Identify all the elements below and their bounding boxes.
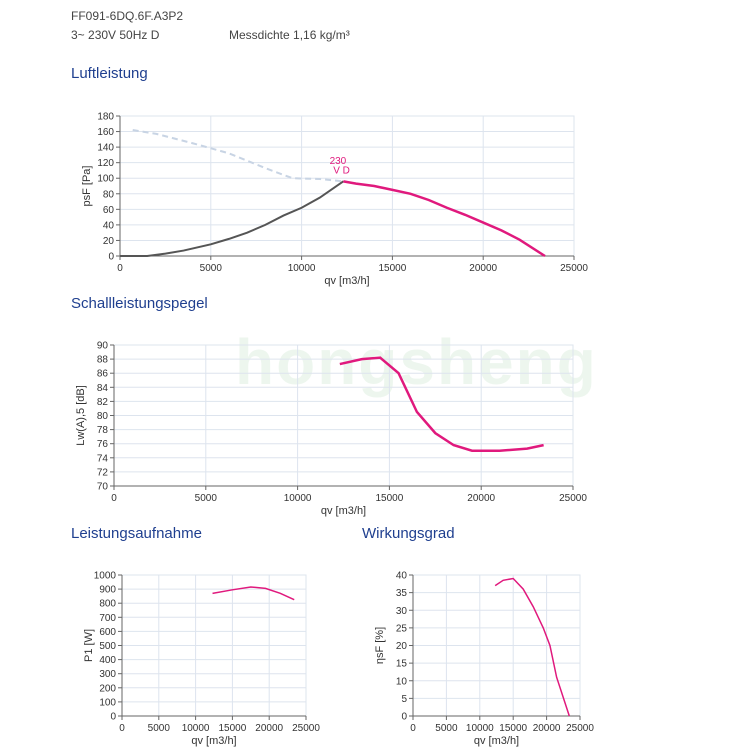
curve-label: 230 [330, 156, 347, 167]
y-tick-label: 25 [396, 623, 408, 634]
y-tick-label: 900 [99, 585, 116, 596]
x-tick-label: 15000 [378, 263, 406, 274]
y-axis-label: ηsF [%] [374, 627, 386, 664]
y-tick-label: 60 [103, 205, 115, 216]
y-tick-label: 30 [396, 606, 408, 617]
y-axis-label: P1 [W] [83, 629, 95, 662]
x-axis-label: qv [m3/h] [474, 735, 519, 747]
y-tick-label: 0 [110, 712, 116, 723]
y-tick-label: 84 [97, 383, 109, 394]
series-line-dashed [132, 129, 344, 183]
x-tick-label: 20000 [469, 263, 497, 274]
curve-label: V D [333, 166, 350, 177]
x-tick-label: 5000 [195, 493, 218, 504]
y-tick-label: 300 [99, 669, 116, 680]
y-tick-label: 10 [396, 676, 408, 687]
plot-frame [119, 115, 575, 257]
x-tick-label: 5000 [435, 723, 458, 734]
y-tick-label: 20 [103, 236, 115, 247]
y-tick-label: 74 [97, 453, 109, 464]
y-tick-label: 0 [108, 252, 114, 263]
y-tick-label: 35 [396, 588, 408, 599]
x-tick-label: 10000 [182, 723, 210, 734]
x-tick-label: 0 [119, 723, 125, 734]
y-tick-label: 15 [396, 659, 408, 670]
y-tick-label: 78 [97, 425, 109, 436]
x-tick-label: 5000 [200, 263, 223, 274]
x-tick-label: 25000 [560, 263, 588, 274]
x-tick-label: 25000 [292, 723, 320, 734]
y-tick-label: 400 [99, 655, 116, 666]
x-axis-label: qv [m3/h] [191, 735, 236, 747]
model-name: FF091-6DQ.6F.A3P2 [71, 9, 184, 23]
y-tick-label: 600 [99, 627, 116, 638]
supply-info: 3~ 230V 50Hz D [71, 28, 160, 42]
x-tick-label: 20000 [467, 493, 495, 504]
series-line-230-v-d [212, 586, 295, 601]
y-tick-label: 80 [97, 411, 109, 422]
series-line-230-v-d [339, 356, 544, 452]
y-tick-label: 82 [97, 397, 109, 408]
y-tick-label: 80 [103, 189, 115, 200]
title-luftleistung: Luftleistung [71, 65, 148, 82]
y-tick-label: 90 [97, 341, 109, 352]
x-tick-label: 0 [117, 263, 123, 274]
y-tick-label: 20 [396, 641, 408, 652]
y-tick-label: 180 [97, 112, 114, 123]
y-tick-label: 40 [103, 220, 115, 231]
y-tick-label: 70 [97, 482, 109, 493]
x-axis-label: qv [m3/h] [324, 275, 369, 287]
y-tick-label: 5 [401, 694, 407, 705]
x-tick-label: 25000 [566, 723, 594, 734]
y-tick-label: 40 [396, 571, 408, 582]
y-tick-label: 120 [97, 158, 114, 169]
y-tick-label: 100 [97, 174, 114, 185]
x-tick-label: 10000 [288, 263, 316, 274]
y-tick-label: 88 [97, 355, 109, 366]
y-tick-label: 700 [99, 613, 116, 624]
x-tick-label: 10000 [466, 723, 494, 734]
y-tick-label: 140 [97, 143, 114, 154]
y-tick-label: 86 [97, 369, 109, 380]
x-tick-label: 10000 [284, 493, 312, 504]
x-tick-label: 15000 [499, 723, 527, 734]
y-tick-label: 160 [97, 127, 114, 138]
y-axis-label: Lw(A),5 [dB] [75, 385, 87, 446]
y-tick-label: 1000 [94, 571, 117, 582]
y-tick-label: 200 [99, 683, 116, 694]
y-tick-label: 0 [401, 712, 407, 723]
x-tick-label: 20000 [533, 723, 561, 734]
series-line-230-v-d [494, 577, 571, 717]
x-tick-label: 20000 [255, 723, 283, 734]
y-tick-label: 800 [99, 599, 116, 610]
density-info: Messdichte 1,16 kg/m³ [229, 28, 350, 42]
series-line-230-v-d [343, 180, 546, 258]
x-tick-label: 0 [410, 723, 416, 734]
x-axis-label: qv [m3/h] [321, 505, 366, 517]
y-axis-label: psF [Pa] [81, 166, 93, 207]
watermark: hongsheng [235, 326, 598, 398]
title-schallleistung: Schallleistungspegel [71, 295, 208, 312]
y-tick-label: 500 [99, 641, 116, 652]
title-wirkungsgrad: Wirkungsgrad [362, 525, 455, 542]
y-tick-label: 100 [99, 697, 116, 708]
x-tick-label: 15000 [218, 723, 246, 734]
x-tick-label: 15000 [375, 493, 403, 504]
x-tick-label: 25000 [559, 493, 587, 504]
y-tick-label: 76 [97, 439, 109, 450]
title-leistungsaufnahme: Leistungsaufnahme [71, 525, 202, 542]
y-tick-label: 72 [97, 467, 109, 478]
series-line-grey [120, 180, 344, 257]
x-tick-label: 0 [111, 493, 117, 504]
x-tick-label: 5000 [148, 723, 171, 734]
